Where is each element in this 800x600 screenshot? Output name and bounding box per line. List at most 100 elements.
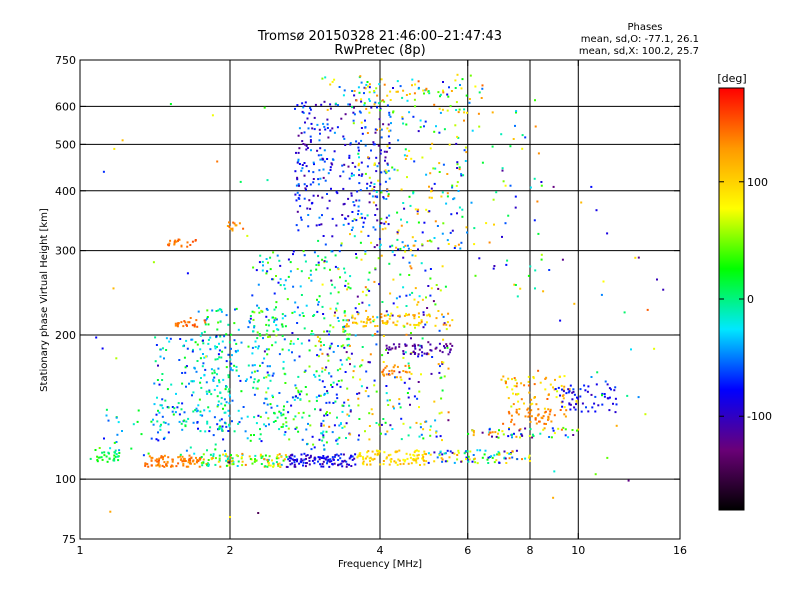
data-point: [226, 455, 229, 458]
data-point: [329, 83, 332, 86]
data-point: [476, 462, 479, 465]
data-point: [182, 345, 185, 348]
data-point: [204, 368, 207, 371]
data-point: [368, 100, 371, 102]
data-point: [449, 342, 452, 345]
data-point: [176, 325, 179, 328]
data-point: [418, 295, 421, 298]
data-point: [374, 333, 377, 335]
data-point: [294, 170, 297, 173]
data-point: [281, 323, 284, 326]
data-point: [257, 512, 260, 514]
data-point: [509, 453, 512, 455]
data-point: [366, 386, 369, 389]
data-point: [347, 197, 350, 200]
data-point: [328, 425, 331, 428]
data-point: [427, 341, 430, 344]
data-point: [308, 463, 311, 466]
data-point: [408, 293, 411, 296]
data-point: [569, 384, 572, 387]
data-point: [428, 92, 431, 95]
data-point: [367, 361, 370, 364]
data-point: [429, 453, 432, 456]
data-point: [337, 345, 339, 347]
data-point: [547, 393, 550, 396]
data-point: [370, 106, 373, 109]
data-point: [175, 240, 178, 243]
data-point: [396, 211, 399, 214]
data-point: [278, 428, 281, 431]
data-point: [321, 380, 324, 383]
data-point: [442, 163, 445, 166]
data-point: [297, 134, 300, 137]
data-point: [426, 314, 429, 317]
data-point: [304, 121, 306, 124]
data-point: [376, 195, 378, 198]
data-point: [456, 181, 459, 184]
data-point: [545, 423, 547, 425]
data-point: [404, 351, 407, 354]
data-point: [562, 397, 565, 400]
data-point: [489, 456, 491, 458]
data-point: [169, 103, 172, 105]
data-point: [205, 463, 208, 465]
data-point: [413, 317, 416, 320]
data-point: [313, 462, 316, 465]
data-point: [300, 169, 303, 172]
data-point: [491, 435, 493, 438]
data-point: [423, 452, 426, 455]
data-point: [342, 330, 345, 333]
data-point: [391, 250, 394, 253]
data-point: [224, 449, 226, 452]
data-point: [323, 386, 326, 388]
data-point: [408, 111, 411, 114]
data-point: [612, 402, 614, 405]
data-point: [370, 149, 372, 152]
data-point: [275, 457, 278, 460]
data-point: [332, 381, 335, 384]
data-point: [199, 457, 202, 459]
data-point: [208, 410, 211, 413]
data-point: [331, 158, 334, 161]
data-point: [179, 458, 182, 461]
data-point: [637, 256, 640, 259]
data-point: [289, 261, 292, 264]
data-point: [271, 278, 274, 281]
data-point: [396, 80, 399, 83]
data-point: [297, 151, 300, 154]
data-point: [291, 453, 294, 456]
data-point: [545, 376, 548, 379]
data-point: [284, 279, 287, 282]
data-point: [348, 457, 351, 460]
data-point: [557, 386, 560, 389]
data-point: [456, 454, 459, 456]
data-point: [614, 386, 617, 389]
data-point: [308, 459, 311, 462]
data-point: [224, 404, 227, 407]
data-point: [373, 164, 376, 166]
data-point: [96, 460, 99, 463]
data-point: [323, 392, 326, 395]
data-point: [322, 457, 325, 460]
data-point: [422, 428, 425, 431]
data-point: [246, 437, 249, 440]
data-point: [357, 149, 360, 152]
data-point: [507, 435, 510, 438]
data-point: [231, 227, 234, 230]
data-point: [364, 457, 367, 460]
data-point: [269, 256, 272, 259]
data-point: [393, 407, 395, 410]
data-point: [332, 402, 335, 404]
data-point: [307, 127, 310, 130]
data-point: [259, 453, 262, 456]
data-point: [580, 410, 583, 413]
data-point: [444, 460, 447, 463]
data-point: [281, 425, 284, 428]
data-point: [292, 250, 295, 253]
data-point: [420, 346, 423, 349]
data-point: [435, 435, 438, 438]
data-point: [448, 456, 451, 459]
data-point: [385, 323, 388, 325]
data-point: [360, 100, 363, 103]
data-point: [434, 167, 437, 170]
